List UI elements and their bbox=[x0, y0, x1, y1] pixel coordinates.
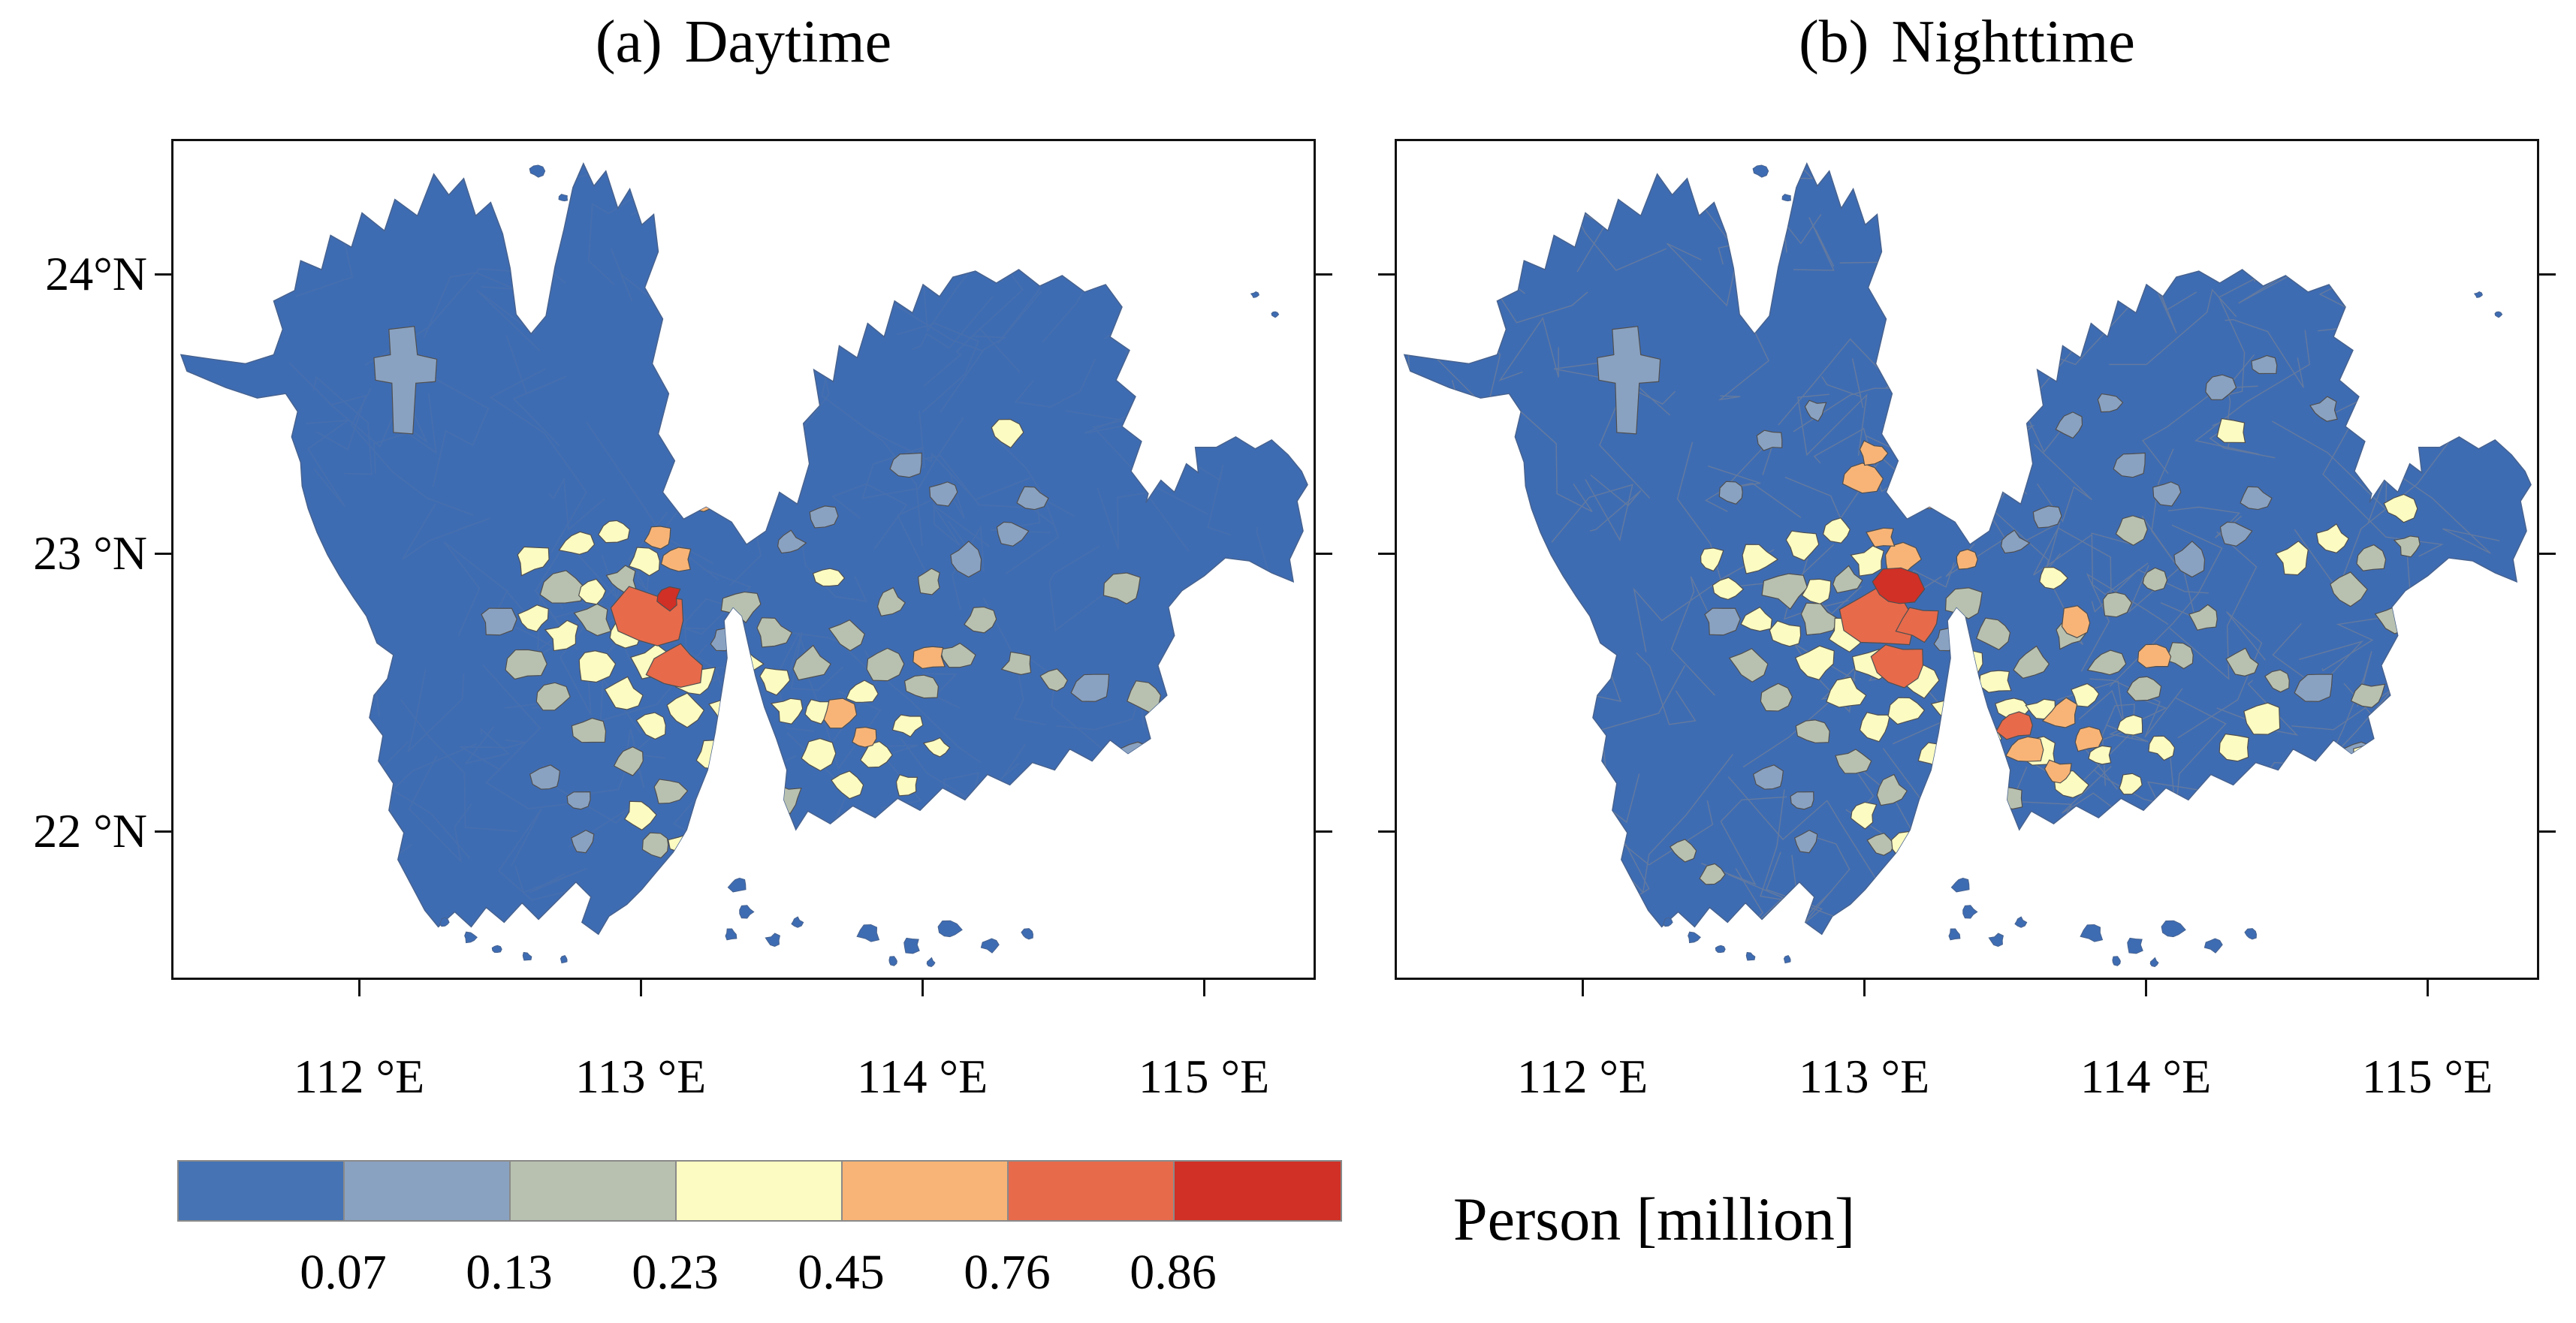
landmass-day bbox=[179, 162, 1308, 936]
map-panel-daytime bbox=[171, 139, 1316, 980]
tick-mark bbox=[2145, 980, 2147, 996]
y-tick-label-22n: 22 °N bbox=[33, 804, 147, 857]
tick-mark bbox=[2539, 273, 2556, 276]
panel-title-daytime-prefix: (a) bbox=[595, 9, 662, 75]
tick-mark bbox=[1203, 980, 1205, 996]
colorbar-tick-013: 0.13 bbox=[466, 1245, 553, 1300]
colorbar-segment-1 bbox=[179, 1162, 345, 1220]
colorbar-tick-086: 0.86 bbox=[1130, 1245, 1217, 1300]
x-tick-label-day-115e: 115 °E bbox=[1138, 1050, 1270, 1103]
colorbar-title: Person [million] bbox=[1453, 1185, 1856, 1253]
colorbar-segment-5 bbox=[843, 1162, 1009, 1220]
tick-mark bbox=[1582, 980, 1584, 996]
colorbar-tick-007: 0.07 bbox=[300, 1245, 387, 1300]
y-tick-label-24n: 24°N bbox=[45, 247, 147, 300]
tick-mark bbox=[922, 980, 924, 996]
tick-mark bbox=[1316, 553, 1332, 555]
tick-mark bbox=[640, 980, 642, 996]
tick-mark bbox=[155, 553, 171, 555]
tick-mark bbox=[1378, 273, 1395, 276]
colorbar-segment-6 bbox=[1009, 1162, 1175, 1220]
colorbar-tick-076: 0.76 bbox=[964, 1245, 1051, 1300]
colorbar bbox=[177, 1160, 1342, 1222]
tick-mark bbox=[2539, 830, 2556, 833]
colorbar-segment-2 bbox=[345, 1162, 511, 1220]
choropleth-map-daytime bbox=[179, 162, 1308, 968]
y-tick-label-23n: 23 °N bbox=[33, 526, 147, 580]
x-tick-label-night-112e: 112 °E bbox=[1516, 1050, 1648, 1103]
tick-mark bbox=[155, 830, 171, 833]
tick-mark bbox=[2539, 553, 2556, 555]
tick-mark bbox=[155, 273, 171, 276]
panel-title-daytime: (a) Daytime bbox=[171, 5, 1316, 80]
tick-mark bbox=[2427, 980, 2429, 996]
x-tick-label-day-114e: 114 °E bbox=[856, 1050, 988, 1103]
x-tick-label-day-112e: 112 °E bbox=[293, 1050, 425, 1103]
cross-district-day bbox=[373, 326, 438, 435]
x-tick-label-night-113e: 113 °E bbox=[1798, 1050, 1930, 1103]
colorbar-tick-045: 0.45 bbox=[798, 1245, 885, 1300]
colorbar-segment-3 bbox=[511, 1162, 677, 1220]
x-tick-label-day-113e: 113 °E bbox=[575, 1050, 707, 1103]
tick-mark bbox=[1378, 553, 1395, 555]
tick-mark bbox=[1863, 980, 1866, 996]
x-tick-label-night-114e: 114 °E bbox=[2080, 1050, 2212, 1103]
panel-title-nighttime-text: Nighttime bbox=[1891, 9, 2135, 75]
tick-mark bbox=[1378, 830, 1395, 833]
panel-title-daytime-text: Daytime bbox=[684, 9, 892, 75]
landmass-night bbox=[1403, 162, 2532, 936]
x-tick-label-night-115e: 115 °E bbox=[2361, 1050, 2493, 1103]
choropleth-map-nighttime bbox=[1403, 162, 2532, 968]
panel-title-nighttime: (b) Nighttime bbox=[1395, 5, 2539, 80]
tick-mark bbox=[1316, 830, 1332, 833]
tick-mark bbox=[358, 980, 360, 996]
colorbar-tick-023: 0.23 bbox=[632, 1245, 719, 1300]
colorbar-segment-4 bbox=[677, 1162, 843, 1220]
panel-title-nighttime-prefix: (b) bbox=[1799, 9, 1869, 75]
islands-day bbox=[439, 164, 1280, 968]
islands-night bbox=[1663, 164, 2503, 968]
cross-district-night bbox=[1597, 326, 1661, 435]
map-panel-nighttime bbox=[1395, 139, 2539, 980]
colorbar-segment-7 bbox=[1175, 1162, 1341, 1220]
tick-mark bbox=[1316, 273, 1332, 276]
